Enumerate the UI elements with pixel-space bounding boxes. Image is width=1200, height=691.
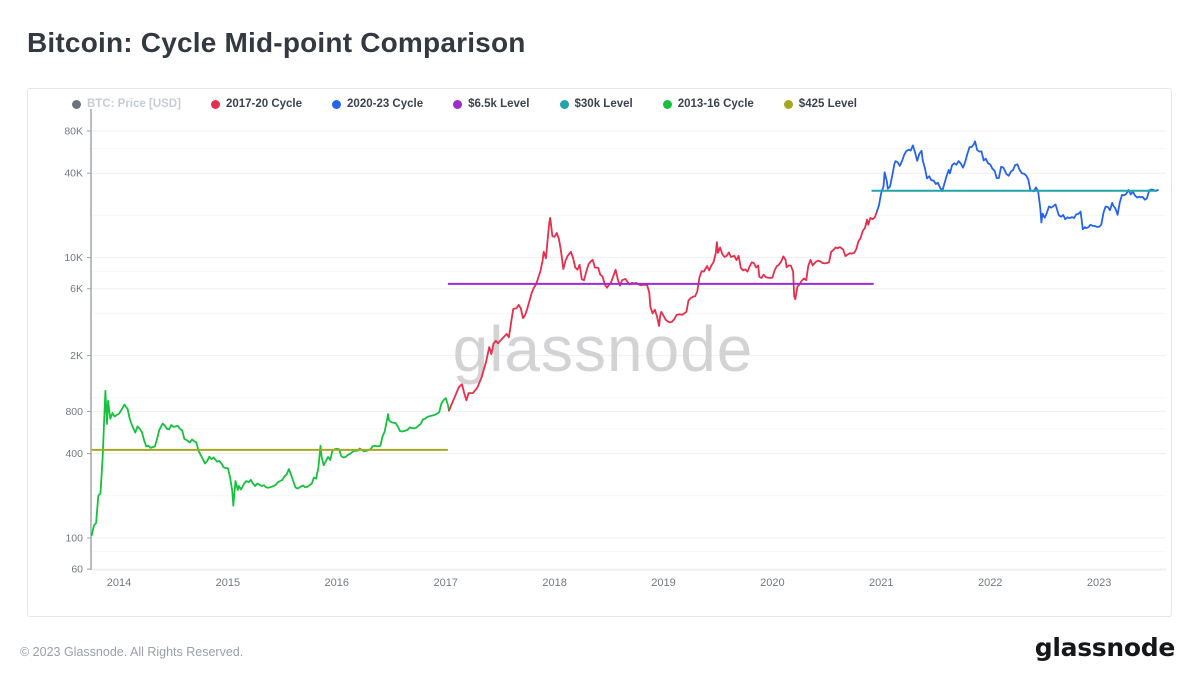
- legend-item-label: 2020-23 Cycle: [347, 98, 424, 110]
- legend-item-30k-level[interactable]: $30k Level: [559, 98, 633, 110]
- y-axis-label: 400: [65, 448, 83, 460]
- legend-item-label: $425 Level: [798, 98, 857, 110]
- y-axis-label: 100: [65, 533, 83, 545]
- y-axis-label: 60: [71, 564, 83, 576]
- copyright-text: © 2023 Glassnode. All Rights Reserved.: [20, 645, 244, 659]
- legend-dot-icon: [210, 99, 220, 109]
- legend-dot-icon: [783, 99, 793, 109]
- series-2020-23-cycle: [876, 140, 1159, 231]
- legend-item-2013-16-cycle[interactable]: 2013-16 Cycle: [662, 98, 754, 110]
- series-2017-20-cycle: [448, 210, 878, 412]
- x-axis-label: 2017: [433, 577, 457, 589]
- glassnode-watermark: glassnode: [453, 313, 754, 385]
- legend-dot-icon: [559, 99, 569, 109]
- legend-item-2020-23-cycle[interactable]: 2020-23 Cycle: [332, 98, 423, 110]
- series-2013-16-cycle: [90, 389, 450, 536]
- y-axis-label: 80K: [64, 126, 83, 138]
- y-axis-label: 40K: [64, 168, 83, 180]
- glassnode-logo: glassnode: [1034, 633, 1176, 662]
- chart-legend: BTC: Price [USD] 2017-20 Cycle 2020-23 Cyc…: [72, 98, 857, 110]
- y-axis-label: 2K: [70, 350, 83, 362]
- x-axis-label: 2018: [542, 577, 566, 589]
- legend-dot-icon: [453, 99, 463, 109]
- legend-item-label: 2013-16 Cycle: [677, 98, 754, 110]
- chart-card: BTC: Price [USD] 2017-20 Cycle 2020-23 Cyc…: [27, 88, 1172, 617]
- y-axis-label: 10K: [64, 252, 83, 264]
- legend-item-label: $6.5k Level: [468, 98, 530, 110]
- legend-dot-icon: [72, 99, 81, 109]
- x-axis-label: 2021: [869, 577, 893, 589]
- legend-item-label: 2017-20 Cycle: [225, 98, 303, 110]
- legend-item-425-level[interactable]: $425 Level: [783, 98, 857, 110]
- x-axis-label: 2022: [978, 577, 1002, 589]
- x-axis-label: 2016: [325, 577, 349, 589]
- y-axis-label: 800: [65, 406, 83, 418]
- y-axis-label: 6K: [70, 283, 83, 295]
- x-axis-label: 2014: [107, 577, 131, 589]
- legend-item-6-5k-level[interactable]: $6.5k Level: [453, 98, 530, 110]
- legend-dot-icon: [662, 99, 672, 109]
- legend-item-btc-price-usd[interactable]: BTC: Price [USD]: [72, 98, 181, 110]
- x-axis-label: 2020: [760, 577, 784, 589]
- x-axis-label: 2019: [651, 577, 675, 589]
- page-title: Bitcoin: Cycle Mid-point Comparison: [27, 27, 526, 58]
- x-axis-label: 2015: [216, 577, 240, 589]
- legend-item-label: $30k Level: [574, 98, 633, 110]
- x-axis-label: 2023: [1087, 577, 1111, 589]
- legend-dot-icon: [332, 99, 342, 109]
- legend-item-label: BTC: Price [USD]: [87, 98, 181, 110]
- legend-item-2017-20-cycle[interactable]: 2017-20 Cycle: [210, 98, 303, 110]
- price-chart[interactable]: 80K 40K 10K 6K 2K 800 400 100 60 2014 2015 2016 2017…: [28, 89, 1173, 618]
